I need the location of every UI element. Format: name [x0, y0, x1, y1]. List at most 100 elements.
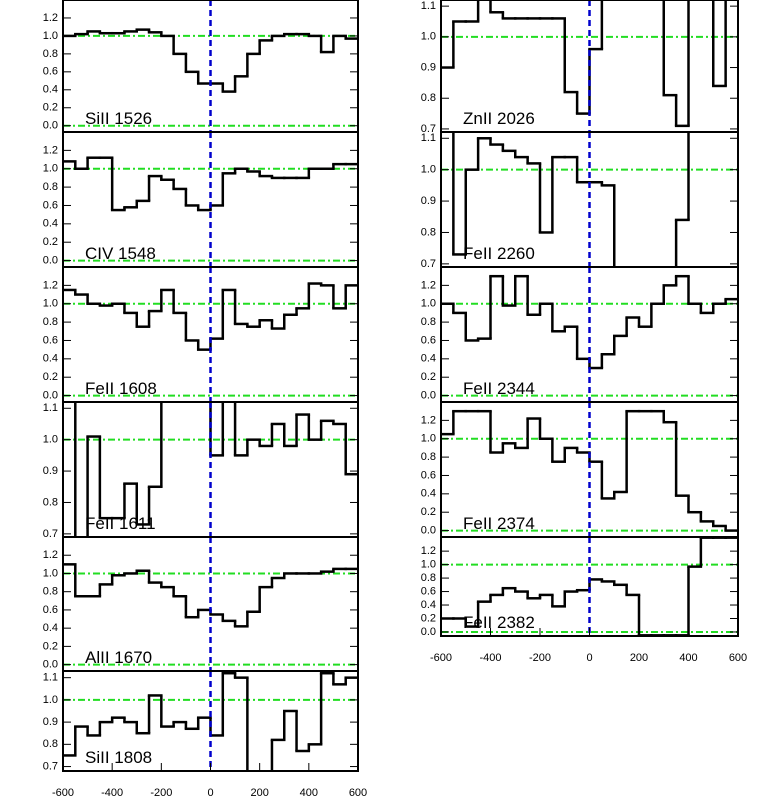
- y-tick-label: 0.0: [43, 254, 58, 266]
- panel: [441, 132, 738, 267]
- y-tick-label: 0.6: [43, 66, 58, 78]
- y-tick-label: 1.0: [43, 434, 58, 446]
- y-tick-label: 1.2: [43, 279, 58, 291]
- y-tick-label: 0.2: [43, 102, 58, 114]
- y-tick-label: 0.4: [421, 353, 436, 365]
- x-tick-label: -200: [150, 787, 172, 799]
- panel-label: FeII 2374: [463, 514, 535, 533]
- x-tick-label: -600: [430, 652, 452, 664]
- y-tick-label: 0.6: [421, 585, 436, 597]
- y-tick-label: 0.8: [43, 738, 58, 750]
- y-tick-label: 0.8: [43, 48, 58, 60]
- y-tick-label: 0.2: [43, 371, 58, 383]
- y-tick-label: 0.8: [421, 226, 436, 238]
- y-tick-label: 1.2: [43, 549, 58, 561]
- y-tick-label: 0.6: [421, 334, 436, 346]
- y-tick-label: 1.2: [43, 12, 58, 24]
- y-tick-label: 1.1: [43, 402, 58, 414]
- y-tick-label: 0.4: [421, 599, 436, 611]
- x-tick-label: 400: [300, 787, 318, 799]
- panel-label: SiII 1808: [85, 748, 152, 767]
- y-tick-label: 0.2: [421, 371, 436, 383]
- y-tick-label: 0.8: [421, 451, 436, 463]
- x-tick-label: 0: [586, 652, 592, 664]
- y-tick-label: 0.6: [421, 469, 436, 481]
- y-tick-label: 1.0: [421, 31, 436, 43]
- y-tick-label: 0.8: [43, 496, 58, 508]
- y-tick-label: 1.0: [421, 559, 436, 571]
- y-tick-label: 0.2: [421, 506, 436, 518]
- x-tick-label: -400: [101, 787, 123, 799]
- y-tick-label: 1.0: [421, 164, 436, 176]
- x-tick-label: -400: [479, 652, 501, 664]
- y-tick-label: 0.9: [421, 61, 436, 73]
- x-tick-label: -600: [52, 787, 74, 799]
- panel-label: SiII 1526: [85, 109, 152, 128]
- y-tick-label: 1.0: [421, 433, 436, 445]
- y-tick-label: 0.6: [43, 604, 58, 616]
- y-tick-label: 0.0: [421, 626, 436, 638]
- y-tick-label: 0.9: [421, 195, 436, 207]
- y-tick-label: 0.9: [43, 465, 58, 477]
- x-tick-label: 600: [349, 787, 367, 799]
- panel-label: FeII 1611: [85, 514, 156, 533]
- y-tick-label: 1.0: [421, 298, 436, 310]
- y-tick-label: 0.0: [43, 120, 58, 132]
- y-tick-label: 0.8: [43, 316, 58, 328]
- y-tick-label: 0.0: [421, 524, 436, 536]
- panel: [63, 0, 358, 132]
- panel: [63, 671, 358, 771]
- panel: [63, 132, 358, 267]
- y-tick-label: 1.0: [43, 298, 58, 310]
- y-tick-label: 0.4: [43, 84, 58, 96]
- y-tick-label: 0.8: [421, 316, 436, 328]
- x-tick-label: 600: [729, 652, 747, 664]
- y-tick-label: 0.7: [43, 760, 58, 772]
- panel-label: FeII 1608: [85, 379, 157, 398]
- y-tick-label: 0.2: [43, 640, 58, 652]
- y-tick-label: 1.0: [43, 30, 58, 42]
- y-tick-label: 0.6: [43, 199, 58, 211]
- y-tick-label: 0.2: [43, 236, 58, 248]
- panel-label: CIV 1548: [85, 244, 156, 263]
- panel: [63, 537, 358, 671]
- y-tick-label: 0.8: [43, 586, 58, 598]
- y-tick-label: 0.0: [421, 389, 436, 401]
- y-tick-label: 0.8: [421, 92, 436, 104]
- y-tick-label: 0.0: [43, 389, 58, 401]
- y-tick-label: 0.7: [421, 123, 436, 135]
- y-tick-label: 1.2: [421, 414, 436, 426]
- x-tick-label: 400: [679, 652, 697, 664]
- y-tick-label: 1.0: [43, 694, 58, 706]
- panel-label: FeII 2344: [463, 379, 535, 398]
- x-tick-label: 200: [630, 652, 648, 664]
- y-tick-label: 1.2: [421, 279, 436, 291]
- y-tick-label: 0.6: [43, 334, 58, 346]
- x-tick-label: -200: [529, 652, 551, 664]
- y-tick-label: 1.1: [421, 132, 436, 144]
- panel-label: ZnII 2026: [463, 109, 535, 128]
- y-tick-label: 1.1: [43, 672, 58, 684]
- y-tick-label: 1.0: [43, 163, 58, 175]
- y-tick-label: 0.7: [421, 258, 436, 270]
- y-tick-label: 0.0: [43, 659, 58, 671]
- y-tick-label: 0.4: [43, 218, 58, 230]
- y-tick-label: 0.4: [43, 353, 58, 365]
- y-tick-label: 1.0: [43, 567, 58, 579]
- x-tick-label: 0: [207, 787, 213, 799]
- panel: [63, 267, 358, 402]
- panel: [441, 402, 738, 537]
- y-tick-label: 0.7: [43, 528, 58, 540]
- panel-label: FeII 2260: [463, 244, 535, 263]
- panel: [441, 0, 738, 132]
- y-tick-label: 1.2: [43, 144, 58, 156]
- y-tick-label: 0.8: [43, 181, 58, 193]
- panel-label: FeII 2382: [463, 613, 535, 632]
- panel-label: AlII 1670: [85, 648, 152, 667]
- panel: [63, 402, 358, 537]
- y-tick-label: 0.2: [421, 612, 436, 624]
- y-tick-label: 0.8: [421, 572, 436, 584]
- x-tick-label: 200: [250, 787, 268, 799]
- y-tick-label: 1.2: [421, 545, 436, 557]
